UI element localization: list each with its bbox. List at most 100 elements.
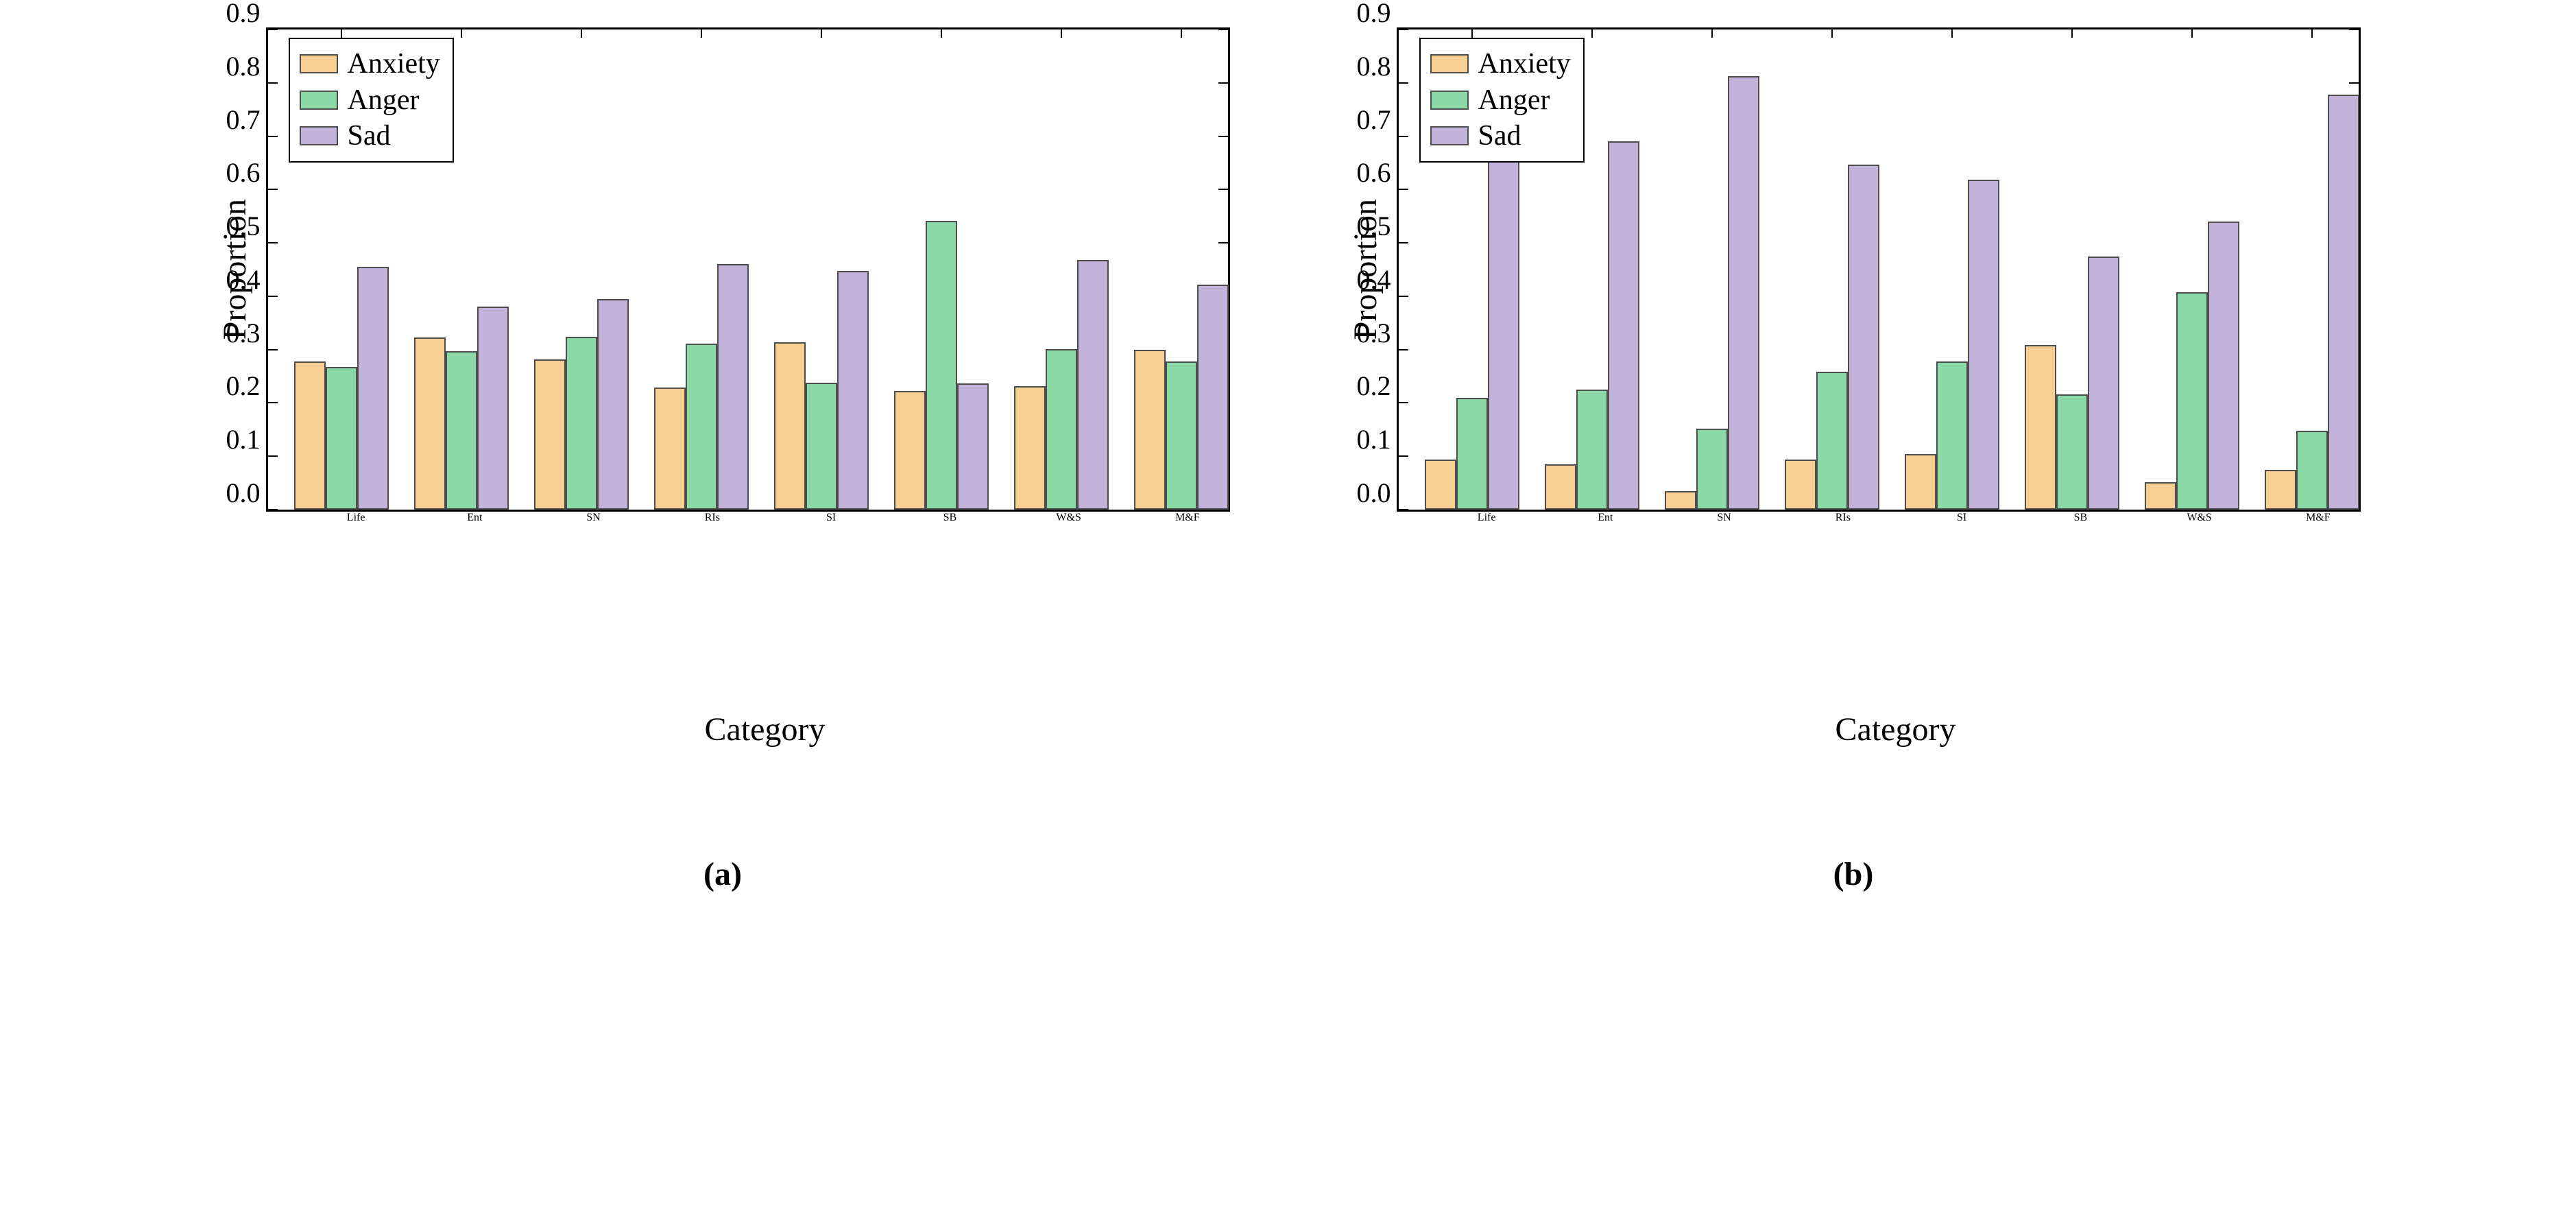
bar-anxiety [1425, 460, 1456, 510]
bar-anxiety [2265, 470, 2296, 510]
bar-sad [1488, 138, 1519, 510]
bar-anxiety [294, 361, 326, 510]
legend-item: Sad [1430, 118, 1571, 154]
plot-area: AnxietyAngerSad [1397, 27, 2361, 512]
bar-sad [957, 383, 989, 510]
bar-anxiety [534, 359, 566, 510]
bar-anxiety [774, 342, 806, 510]
x-tick-label: W&S [2140, 512, 2259, 524]
bar-anger [326, 367, 357, 510]
bar-anxiety [414, 337, 446, 510]
legend-item: Anger [1430, 82, 1571, 119]
bar-anger [566, 337, 597, 510]
legend-item: Anger [300, 82, 440, 119]
legend-item: Anxiety [1430, 46, 1571, 82]
x-tick-label: Ent [416, 512, 534, 524]
x-tick-label: Ent [1546, 512, 1665, 524]
x-tick-label: SN [534, 512, 653, 524]
bar-anxiety [1665, 491, 1696, 510]
legend-label: Anxiety [1478, 46, 1571, 82]
legend-label: Sad [1478, 118, 1521, 154]
bar-anxiety [1905, 454, 1936, 510]
bar-anger [1696, 429, 1728, 510]
legend-swatch [300, 54, 338, 73]
bar-anxiety [2145, 482, 2176, 510]
bar-anger [686, 344, 717, 510]
x-tick-label: Life [1428, 512, 1546, 524]
bar-sad [2088, 257, 2119, 510]
bar-anger [446, 351, 477, 510]
x-axis-label: Category [285, 711, 1245, 748]
bar-anger [1816, 372, 1848, 510]
x-tick-label: SN [1665, 512, 1783, 524]
x-label-box: Category [285, 698, 1245, 748]
bar-sad [1968, 180, 1999, 510]
legend-item: Sad [300, 118, 440, 154]
x-tick-label: Life [297, 512, 416, 524]
bar-anger [1166, 361, 1197, 510]
chart-wrap: Proportion0.90.80.70.60.50.40.30.20.10.0… [216, 27, 1230, 512]
legend: AnxietyAngerSad [289, 38, 454, 163]
bar-sad [1848, 165, 1879, 510]
bar-anger [806, 383, 837, 510]
x-tick-label: SI [772, 512, 891, 524]
legend-swatch [1430, 91, 1469, 110]
panel-sublabel: (a) [703, 855, 742, 893]
legend-label: Anger [1478, 82, 1550, 119]
bar-sad [1197, 285, 1229, 510]
plot-area: AnxietyAngerSad [266, 27, 1230, 512]
bar-anger [2296, 431, 2328, 510]
bar-anger [1936, 361, 1968, 510]
legend-label: Sad [348, 118, 391, 154]
x-label-wrap: Proportion0.0Category [201, 652, 1245, 793]
bar-anger [2056, 394, 2088, 510]
bar-anxiety [654, 388, 686, 510]
bar-sad [717, 264, 749, 510]
bar-anxiety [1014, 386, 1046, 510]
x-axis-label: Category [1416, 711, 2376, 748]
bar-anxiety [1134, 350, 1166, 510]
panel-sublabel: (b) [1833, 855, 1874, 893]
x-tick-label: W&S [1009, 512, 1128, 524]
x-label-wrap: Proportion0.0Category [1332, 652, 2376, 793]
bar-anxiety [894, 391, 926, 510]
legend-label: Anger [348, 82, 420, 119]
chart-wrap: Proportion0.90.80.70.60.50.40.30.20.10.0… [1347, 27, 2361, 512]
x-tick-label: SB [2021, 512, 2140, 524]
bar-anger [2176, 292, 2208, 510]
legend-swatch [300, 91, 338, 110]
bar-sad [597, 299, 629, 510]
legend-swatch [1430, 54, 1469, 73]
bar-anger [1046, 349, 1077, 510]
x-label-box: Category [1416, 698, 2376, 748]
legend-swatch [1430, 126, 1469, 145]
bar-anger [1456, 398, 1488, 510]
bar-sad [1608, 141, 1639, 510]
bar-anxiety [2025, 345, 2056, 510]
legend-label: Anxiety [348, 46, 440, 82]
bar-sad [1728, 76, 1759, 510]
panel-a: Proportion0.90.80.70.60.50.40.30.20.10.0… [199, 27, 1247, 893]
x-tick-label: RIs [653, 512, 771, 524]
bar-sad [357, 267, 389, 510]
x-tick-label: SB [891, 512, 1009, 524]
legend: AnxietyAngerSad [1419, 38, 1585, 163]
x-ticks-wrap: Proportion0.0LifeEntSNRIsSISBW&SM&F [199, 512, 1247, 652]
x-ticks-wrap: Proportion0.0LifeEntSNRIsSISBW&SM&F [1329, 512, 2378, 652]
bar-sad [2208, 222, 2239, 510]
x-tick-label: M&F [1128, 512, 1247, 524]
x-tick-label: SI [1903, 512, 2021, 524]
bar-sad [477, 307, 509, 510]
x-tick-label: M&F [2259, 512, 2377, 524]
x-tick-label: RIs [1783, 512, 1902, 524]
figure: Proportion0.90.80.70.60.50.40.30.20.10.0… [0, 0, 2576, 920]
bar-anxiety [1785, 460, 1816, 510]
bar-sad [2328, 95, 2359, 510]
bar-anger [1576, 390, 1608, 510]
x-tick-labels: LifeEntSNRIsSISBW&SM&F [283, 512, 1247, 524]
bar-anger [926, 221, 957, 510]
legend-swatch [300, 126, 338, 145]
bar-sad [837, 271, 869, 510]
x-tick-labels: LifeEntSNRIsSISBW&SM&F [1414, 512, 2378, 524]
bar-anxiety [1545, 464, 1576, 510]
